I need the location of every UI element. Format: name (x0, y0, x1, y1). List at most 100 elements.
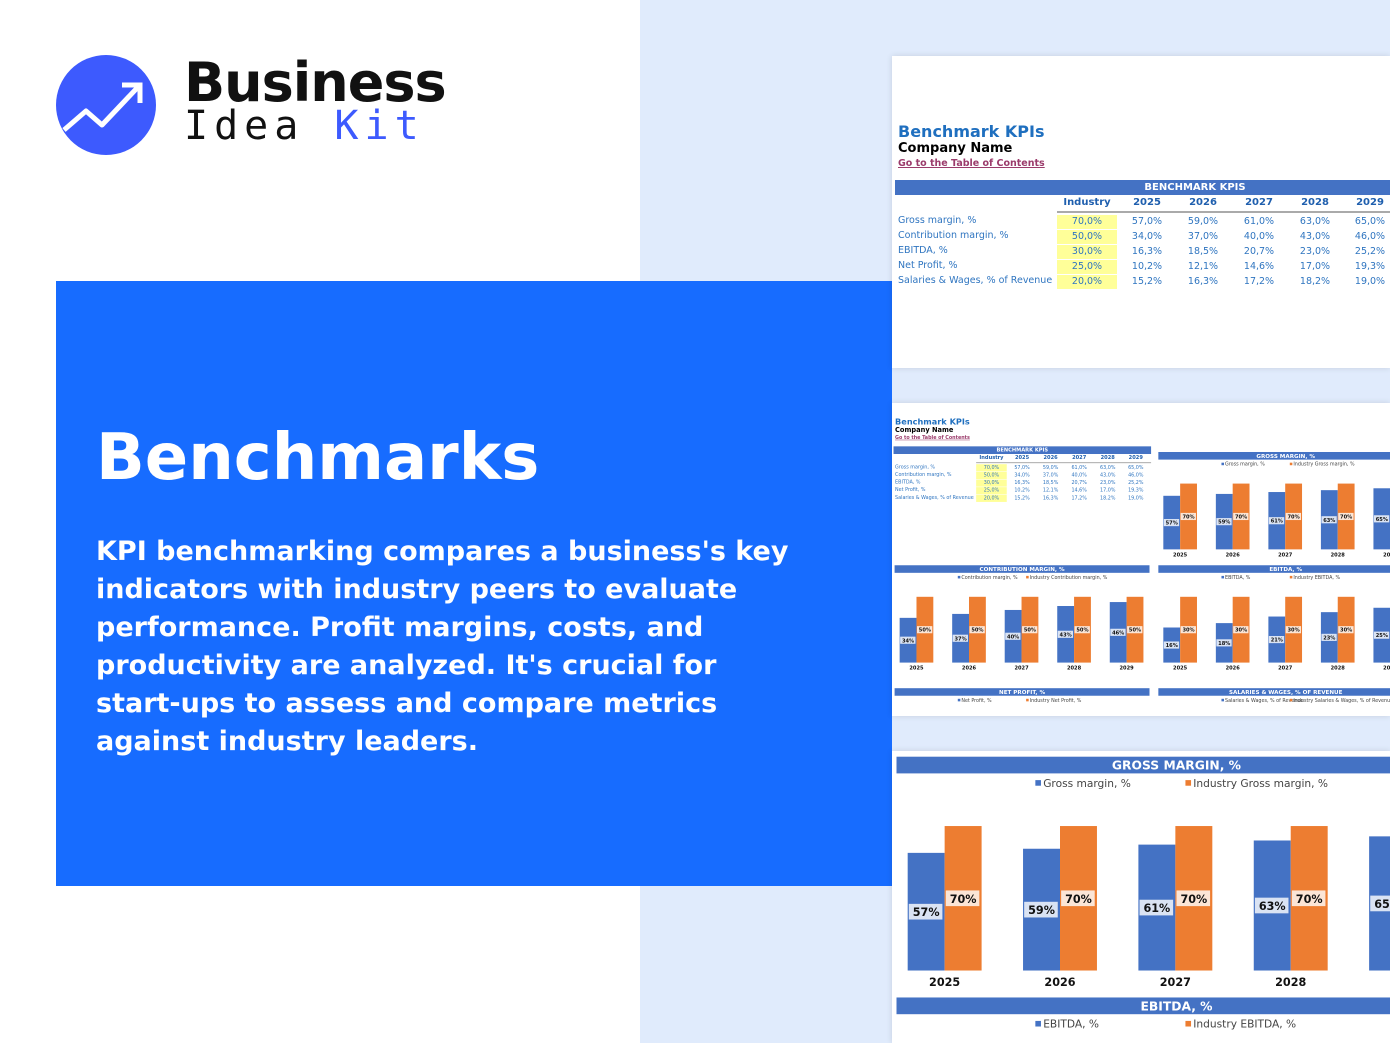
column-header: 2028 (1301, 197, 1329, 208)
value-cell: 12,1% (1187, 261, 1219, 272)
chart-header-band (1158, 688, 1390, 696)
column-header: Industry (1063, 197, 1111, 208)
value-cell: 43,0% (1100, 472, 1116, 478)
data-label-bg (952, 634, 968, 642)
sheet-preview-dashboard: Benchmark KPIs Company Name Go to the Tabl… (892, 403, 1390, 716)
data-label-industry: 30% (1288, 628, 1300, 634)
data-label-bg (1061, 890, 1095, 907)
value-cell: 19,0% (1128, 495, 1144, 501)
header-divider (976, 462, 1152, 464)
industry-cell: 70,0% (1057, 215, 1117, 229)
year-label: 2025 (1173, 553, 1188, 559)
row-label: Gross margin, % (898, 215, 977, 226)
toc-link[interactable]: Go to the Table of Contents (895, 435, 970, 441)
brand-word-kit: Kit (334, 103, 425, 149)
value-cell: 18,5% (1187, 246, 1219, 257)
legend-swatch-industry (1026, 698, 1029, 702)
year-label: 2026 (1226, 666, 1241, 672)
data-label-company: 46% (1112, 630, 1124, 636)
row-label: Salaries & Wages, % of Revenue (895, 494, 974, 501)
chart-contribution: CONTRIBUTION MARGIN, % Contribution margi… (894, 565, 1150, 672)
data-label-bg (1285, 626, 1302, 634)
data-label-bg (900, 636, 916, 644)
value-cell: 19,3% (1128, 487, 1144, 494)
year-label: 2029 (1120, 666, 1135, 672)
data-label-company: 43% (1060, 632, 1072, 638)
data-label-industry: 50% (1129, 628, 1141, 634)
chart-net_profit: NET PROFIT, % Net Profit, % Industry Net P… (894, 688, 1150, 704)
value-cell: 23,0% (1299, 246, 1331, 257)
data-label-bg (1024, 901, 1058, 918)
value-cell: 16,3% (1042, 495, 1059, 501)
row-label: Net Profit, % (898, 260, 958, 271)
value-cell: 17,2% (1243, 276, 1275, 287)
legend-label-company: Gross margin, % (1043, 777, 1131, 790)
value-cell: 23,0% (1100, 480, 1116, 486)
data-label-bg (1163, 519, 1180, 527)
legend-label-company: EBITDA, % (1225, 575, 1251, 581)
data-label-bg (1254, 897, 1289, 914)
data-label-industry: 30% (1235, 628, 1247, 634)
sheet-title: Benchmark KPIs (898, 122, 1045, 141)
data-label-bg (1268, 635, 1285, 644)
value-cell: 25,2% (1128, 480, 1144, 486)
data-label-bg (1268, 517, 1285, 525)
year-label: 2025 (1173, 666, 1188, 672)
year-label: 2027 (1278, 553, 1293, 559)
value-cell: 34,0% (1131, 231, 1163, 242)
data-label-bg (969, 626, 985, 634)
value-cell: 17,2% (1071, 495, 1087, 501)
data-label-industry: 70% (950, 893, 977, 906)
legend-label-industry: Industry Net Profit, % (1030, 698, 1082, 704)
row-label: Net Profit, % (895, 487, 926, 493)
industry-cell: 25,0% (976, 487, 1007, 495)
data-label-company: 65% (1376, 517, 1388, 523)
data-label-bg (1180, 626, 1196, 634)
data-label-company: 63% (1323, 518, 1335, 524)
legend-swatch-company (1221, 462, 1225, 466)
trend-arrow-icon (56, 55, 156, 155)
column-header: 2027 (1072, 455, 1087, 461)
data-label-company: 16% (1166, 643, 1178, 649)
data-label-bg (1163, 641, 1180, 649)
data-label-industry: 50% (1024, 628, 1036, 634)
year-label: 2029 (1383, 666, 1390, 672)
data-label-bg (1233, 626, 1249, 634)
data-label-bg (1176, 890, 1211, 907)
company-name: Company Name (895, 426, 954, 435)
industry-cell: 50,0% (976, 471, 1007, 479)
chart-header-band (1158, 565, 1390, 573)
data-label-industry: 50% (971, 628, 983, 634)
column-header: 2027 (1245, 197, 1273, 208)
column-header: 2025 (1014, 455, 1030, 461)
toc-link[interactable]: Go to the Table of Contents (898, 158, 1045, 169)
chart-header-band (1158, 451, 1390, 460)
year-label: 2028 (1331, 666, 1346, 672)
industry-cell: 20,0% (976, 494, 1007, 502)
data-label-bg (1074, 626, 1090, 634)
legend-label-company: Gross margin, % (1225, 462, 1265, 468)
data-label-industry: 70% (1180, 893, 1207, 906)
value-cell: 14,6% (1243, 261, 1275, 272)
value-cell: 59,0% (1042, 464, 1059, 471)
data-label-bg (1057, 630, 1074, 638)
chart-title: NET PROFIT, % (999, 690, 1045, 696)
legend-label-industry: Industry EBITDA, % (1193, 1018, 1296, 1031)
data-label-bg (1285, 512, 1302, 521)
chart-title: EBITDA, % (1140, 999, 1212, 1013)
legend-swatch-industry (1185, 780, 1192, 786)
legend-swatch-company (1035, 1020, 1041, 1027)
year-label: 2029 (1383, 553, 1390, 559)
data-label-company: 23% (1323, 635, 1335, 641)
chart-ebitda: EBITDA, % EBITDA, % Industry EBITDA, % 16% 3… (1158, 565, 1390, 672)
year-label: 2027 (1160, 976, 1191, 989)
value-cell: 18,5% (1042, 480, 1059, 486)
legend-swatch-industry (1289, 462, 1293, 466)
row-label: Contribution margin, % (898, 230, 1009, 241)
legend-label-company: Contribution margin, % (961, 575, 1018, 581)
column-header: 2028 (1100, 455, 1115, 461)
data-label-industry: 70% (1065, 893, 1092, 906)
data-label-bg (908, 903, 943, 920)
data-label-industry: 70% (1235, 515, 1247, 521)
data-label-industry: 50% (1076, 628, 1088, 634)
